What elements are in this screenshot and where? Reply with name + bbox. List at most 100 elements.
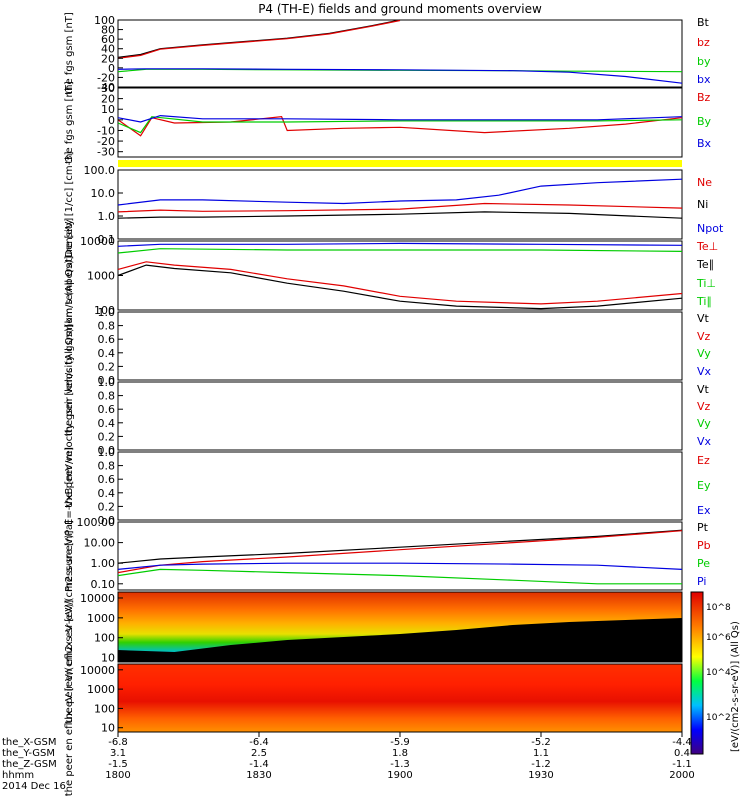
y-tick-label: 0.8 [98,460,116,473]
series-Npot [117,178,683,206]
x-row-label: hhmm [2,770,34,781]
panel-4: 10000 1000 100 mom temperature [eV] Te⊥ Te∥ Ti… [64,218,718,334]
x-tick-label: -5.9 [390,737,410,748]
legend-entry: Ni [697,198,708,211]
series-Pb [117,530,683,574]
legend-entry: Vz [697,330,711,343]
legend-entry: Vz [697,400,711,413]
x-tick-label: 1.8 [392,748,408,759]
y-tick-label: 0.10 [91,578,116,591]
y-tick-label: 60 [101,33,115,46]
x-tick-label: -6.8 [108,737,128,748]
y-tick-label: 10 [101,722,115,735]
legend-entry: Ez [697,454,710,467]
panel-frame [117,381,683,451]
spectrogram-image [118,664,682,732]
y-axis-label: the fgs gsm [nT] [64,12,75,95]
y-tick-label: 100 [94,304,115,317]
legend-entry: By [697,115,712,128]
series-Bx [117,114,683,123]
y-axis-label: the peir en eflux eV [eV/(cm2-s-sr-eV)] [64,530,75,723]
panel-frame [117,19,683,88]
series-Pi [117,562,683,570]
x-axis-group: the_X-GSM -6.8 -6.4 -5.9 -5.2 -4.4 the_Y-GSM 3.… [2,732,695,792]
legend-entry: Te⊥ [696,240,718,253]
y-axis-label: Pressure [nPa] [64,520,75,592]
legend-entry: Vt [697,383,710,396]
y-tick-label: 0.1 [98,233,116,246]
legend-entry: Bx [697,137,712,150]
x-tick-label: -6.4 [249,737,269,748]
y-tick-label: 100.00 [77,516,116,529]
panel-8: 100.00 10.00 1.00 0.10 Pressure [nPa] Pt Pb Pe P… [64,516,711,592]
y-tick-label: 0.0 [98,514,116,527]
colorbar-gradient [690,591,704,755]
legend-entry: bx [697,73,711,86]
colorbar-tick-label: 10^6 [706,633,731,643]
series-bx [117,68,683,84]
legend-entry: Vt [697,312,710,325]
legend-entry: Ne [697,176,712,189]
y-tick-label: -10 [97,124,115,137]
y-axis-label: Density [1/cc] [cm-3] [64,151,75,257]
panel-frame [117,451,683,521]
y-tick-label: 100 [94,702,115,715]
y-tick-label: 1.00 [91,557,116,570]
y-axis-label: E=-VxB [mV/m] [64,447,75,525]
series-Pt [117,529,683,564]
legend-entry: by [697,55,711,68]
y-tick-label: 0.4 [98,347,116,360]
x-tick-label: -1.3 [390,759,410,770]
panel-frame [117,240,683,311]
y-axis-label: the peer velocity gsm [km/s (All Qs)] [64,324,75,508]
legend-entry: Vx [697,365,712,378]
x-tick-label: -5.2 [531,737,551,748]
y-tick-label: 100 [94,14,115,27]
y-tick-label: -40 [97,81,115,94]
series-Ti⊥ [117,242,683,247]
legend-entry: Ti⊥ [696,277,716,290]
panel-3: 100.0 10.0 1.0 0.1 Density [1/cc] [cm-3] Ne Ni… [64,151,724,257]
legend-entry: Ti∥ [696,295,712,308]
legend-entry: bz [697,36,710,49]
legend-entry: Vx [697,435,712,448]
colorbar-tick-label: 10^4 [706,668,731,678]
y-tick-label: 10000 [80,235,115,248]
series-Pe [117,568,682,585]
y-tick-label: -20 [97,135,115,148]
y-tick-label: 80 [101,24,115,37]
separator-bar [118,160,682,167]
y-axis-label: the peer en eflux eV [eV/(cm2-s-sr-eV)] [64,600,75,797]
series-Ti∥ [117,248,683,254]
series-Ne [117,202,683,213]
colorbar-tick-label: 10^8 [706,603,731,613]
y-tick-label: 1000 [87,270,115,283]
y-tick-label: 0.4 [98,417,116,430]
y-tick-label: 10.00 [84,537,116,550]
colorbar-tick-label: 10^2 [706,713,731,723]
x-tick-label: -1.1 [672,759,692,770]
panel-9: 10000 1000 100 10 the peir en eflux eV [eV/(… [64,530,683,724]
y-tick-label: 30 [101,82,115,95]
y-tick-label: 0.0 [98,374,116,387]
x-tick-label: 3.1 [110,748,126,759]
legend-entry: Bt [697,16,710,29]
y-axis-label: mom temperature [eV] [64,218,75,334]
legend-entry: Pb [697,539,711,552]
y-tick-label: 1.0 [98,210,116,223]
x-tick-label: 1830 [246,770,271,781]
colorbar: [eV/(cm2-s-sr-eV)] (All Qs) 10^8 10^6 10^4… [690,591,741,755]
legend-entry: Pi [697,575,706,588]
y-tick-label: 0.6 [98,333,116,346]
legend-entry: Vy [697,347,711,360]
series-Te⊥ [117,261,683,305]
legend-entry: Pt [697,521,709,534]
x-tick-label: 2000 [669,770,694,781]
x-tick-label: 1.1 [533,748,549,759]
x-row-label: the_Z-GSM [2,759,57,770]
y-tick-label: 0.0 [98,444,116,457]
x-tick-label: 2.5 [251,748,267,759]
